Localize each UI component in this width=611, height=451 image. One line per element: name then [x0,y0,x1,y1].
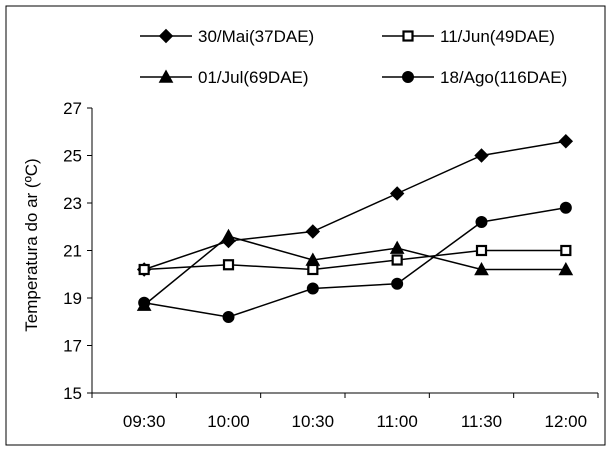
x-tick-label: 12:00 [545,412,588,431]
series-line [143,140,566,271]
series-circle [138,201,572,323]
data-point-circle [475,216,488,228]
data-point-square [475,244,488,257]
data-point-diamond [389,186,405,201]
x-tick-label: 10:00 [207,412,250,431]
x-tick-label: 11:30 [461,412,502,431]
series-line [144,249,566,271]
x-tick-label: 10:30 [292,412,335,431]
legend-label: 18/Ago(116DAE) [440,68,567,87]
data-point-circle [402,71,414,83]
legend-entry: 11/Jun(49DAE) [382,27,555,46]
data-point-square [307,263,319,276]
data-point-triangle [474,261,489,276]
data-point-circle [138,296,151,309]
legend-entry: 01/Jul(69DAE) [140,68,309,87]
series-group [136,134,574,323]
data-point-square [222,259,235,271]
y-tick-label: 15 [63,384,82,403]
data-point-square [391,254,403,266]
y-tick-label: 25 [63,147,82,166]
legend-entry: 18/Ago(116DAE) [382,68,567,87]
y-tick-label: 17 [63,337,82,356]
legend-label: 01/Jul(69DAE) [198,68,309,87]
y-tick-label: 23 [63,194,82,213]
series-line [144,207,566,318]
data-point-circle [222,311,235,323]
legend-label: 11/Jun(49DAE) [440,27,555,46]
legend: 30/Mai(37DAE) 11/Jun(49DAE) 01/Jul(69DAE) 1… [140,27,567,87]
data-point-triangle [558,261,574,276]
data-point-square [138,263,150,276]
series-line [143,235,566,306]
x-tick-label: 11:00 [377,412,418,431]
series-square [138,244,572,276]
data-point-circle [306,282,319,295]
x-ticks: 09:30 10:00 10:30 11:00 11:30 12:00 [91,393,599,431]
y-axis-label: Temperatura do ar (ºC) [22,158,41,331]
data-point-diamond [158,28,174,44]
data-point-triangle [389,240,405,254]
data-point-triangle [305,252,321,266]
data-point-square [560,244,572,257]
chart-frame [5,5,606,446]
data-point-circle [391,277,404,290]
data-point-square [402,30,414,42]
data-point-diamond [474,148,489,163]
data-point-diamond [558,134,574,149]
y-tick-label: 27 [63,99,82,118]
data-point-diamond [305,224,321,239]
x-tick-label: 09:30 [123,412,166,431]
y-ticks: 15 17 19 21 23 25 27 [63,99,92,403]
data-point-circle [559,201,572,214]
data-point-triangle [221,228,236,242]
legend-entry: 30/Mai(37DAE) [140,27,314,46]
y-tick-label: 21 [63,242,82,261]
y-tick-label: 19 [63,289,82,308]
data-point-triangle [158,69,174,83]
legend-label: 30/Mai(37DAE) [198,27,314,46]
